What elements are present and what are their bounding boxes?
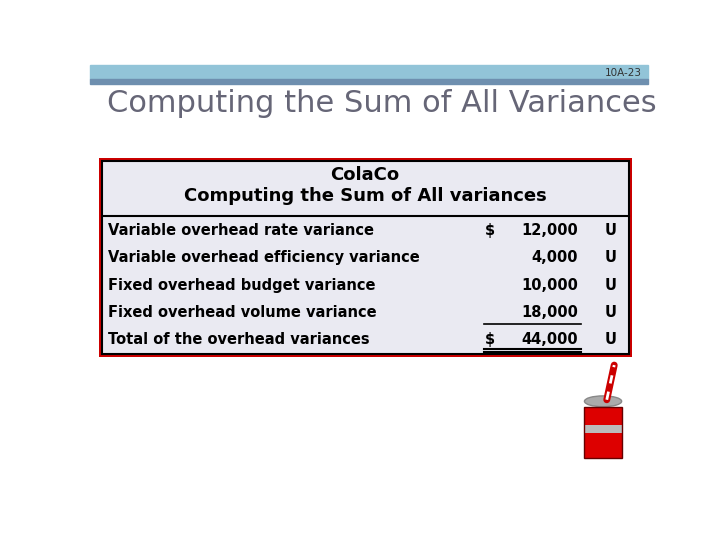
Text: Variable overhead efficiency variance: Variable overhead efficiency variance (108, 250, 420, 265)
Text: U: U (605, 222, 617, 238)
Bar (585, 408, 621, 457)
FancyBboxPatch shape (102, 161, 629, 354)
Text: Fixed overhead budget variance: Fixed overhead budget variance (108, 278, 375, 293)
Text: $: $ (485, 222, 495, 238)
Bar (90, 65, 648, 79)
Text: Fixed overhead volume variance: Fixed overhead volume variance (108, 305, 377, 320)
Text: 12,000: 12,000 (521, 222, 578, 238)
Text: Computing the Sum of All variances: Computing the Sum of All variances (184, 187, 546, 205)
Bar (585, 425, 621, 434)
Text: 10A-23: 10A-23 (605, 68, 642, 78)
Text: ColaCo: ColaCo (330, 166, 400, 184)
Text: 44,000: 44,000 (521, 332, 578, 347)
Text: U: U (605, 278, 617, 293)
Text: 18,000: 18,000 (521, 305, 578, 320)
Text: 4,000: 4,000 (532, 250, 578, 265)
Ellipse shape (585, 396, 621, 407)
Text: 10,000: 10,000 (521, 278, 578, 293)
Text: Computing the Sum of All Variances: Computing the Sum of All Variances (107, 89, 657, 118)
Text: U: U (605, 332, 617, 347)
Bar (90, 79, 648, 84)
Text: U: U (605, 305, 617, 320)
Text: Variable overhead rate variance: Variable overhead rate variance (108, 222, 374, 238)
FancyBboxPatch shape (99, 158, 631, 356)
Text: U: U (605, 250, 617, 265)
Text: $: $ (485, 332, 495, 347)
Bar (585, 408, 621, 425)
Bar (585, 434, 621, 457)
Text: Total of the overhead variances: Total of the overhead variances (108, 332, 369, 347)
